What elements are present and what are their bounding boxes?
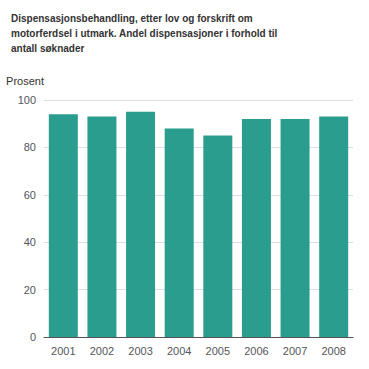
svg-text:2007: 2007: [283, 345, 307, 357]
svg-text:motorferdsel i utmark. Andel d: motorferdsel i utmark. Andel dispensasjo…: [11, 28, 278, 39]
svg-text:Prosent: Prosent: [6, 75, 44, 87]
svg-text:40: 40: [24, 236, 36, 248]
svg-text:2001: 2001: [51, 345, 75, 357]
svg-text:antall søknader: antall søknader: [11, 43, 84, 54]
svg-text:2004: 2004: [167, 345, 191, 357]
svg-text:2005: 2005: [206, 345, 230, 357]
svg-text:2002: 2002: [90, 345, 114, 357]
svg-text:2003: 2003: [128, 345, 152, 357]
svg-text:60: 60: [24, 189, 36, 201]
svg-text:100: 100: [18, 94, 36, 106]
svg-text:2006: 2006: [244, 345, 268, 357]
svg-text:2008: 2008: [321, 345, 345, 357]
svg-text:Dispensasjonsbehandling, etter: Dispensasjonsbehandling, etter lov og fo…: [11, 13, 253, 24]
svg-text:80: 80: [24, 141, 36, 153]
svg-text:20: 20: [24, 284, 36, 296]
svg-text:0: 0: [30, 331, 36, 343]
